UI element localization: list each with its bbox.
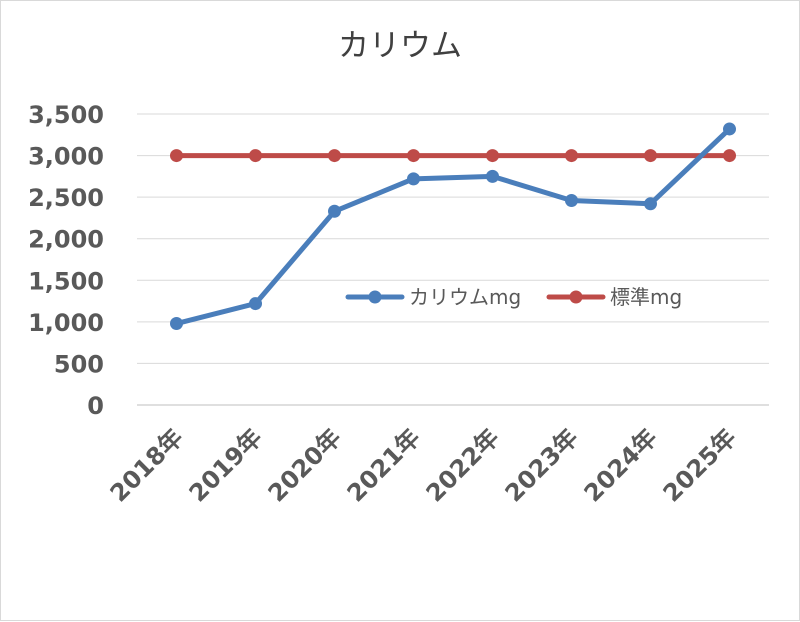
x-tick-label: 2022年 <box>421 423 505 507</box>
data-point <box>170 317 183 331</box>
x-tick-label: 2023年 <box>500 423 584 507</box>
data-point <box>407 149 420 163</box>
data-point <box>170 149 183 163</box>
y-tick-label: 3,500 <box>28 101 104 129</box>
series-potassium <box>170 122 736 331</box>
legend-label: 標準mg <box>610 285 682 309</box>
x-tick-label: 2021年 <box>342 423 426 507</box>
data-point <box>486 169 499 183</box>
data-point <box>565 193 578 207</box>
y-tick-label: 2,500 <box>28 184 104 212</box>
data-point <box>249 297 262 311</box>
series-layer <box>170 122 736 331</box>
data-point <box>723 149 736 163</box>
y-tick-label: 1,000 <box>28 309 104 337</box>
y-tick-label: 500 <box>54 350 104 378</box>
data-point <box>407 172 420 186</box>
x-tick-label: 2025年 <box>658 423 742 507</box>
series-standard <box>170 149 736 163</box>
data-point <box>565 149 578 163</box>
y-axis-ticks: 0 500 1,000 1,500 2,000 2,500 3,000 3,500 <box>28 101 104 420</box>
x-tick-label: 2024年 <box>579 423 663 507</box>
series-line <box>174 126 732 327</box>
legend-swatch-marker <box>368 290 382 304</box>
y-tick-label: 3,000 <box>28 143 104 171</box>
legend-label: カリウムmg <box>409 285 521 309</box>
data-point <box>249 149 262 163</box>
legend-item: カリウムmg <box>345 285 521 309</box>
legend-swatch-marker <box>569 290 583 304</box>
data-point <box>486 149 499 163</box>
y-tick-label: 1,500 <box>28 267 104 295</box>
x-tick-label: 2018年 <box>105 423 189 507</box>
x-tick-label: 2020年 <box>263 423 347 507</box>
y-tick-label: 0 <box>87 392 104 420</box>
legend-item: 標準mg <box>546 285 682 309</box>
x-tick-label: 2019年 <box>184 423 268 507</box>
chart-title: カリウム <box>338 28 462 64</box>
data-point <box>328 149 341 163</box>
data-point <box>644 149 657 163</box>
data-point <box>723 122 736 136</box>
data-point <box>328 204 341 218</box>
legend: カリウムmg 標準mg <box>345 285 682 309</box>
y-tick-label: 2,000 <box>28 226 104 254</box>
data-point <box>644 197 657 211</box>
